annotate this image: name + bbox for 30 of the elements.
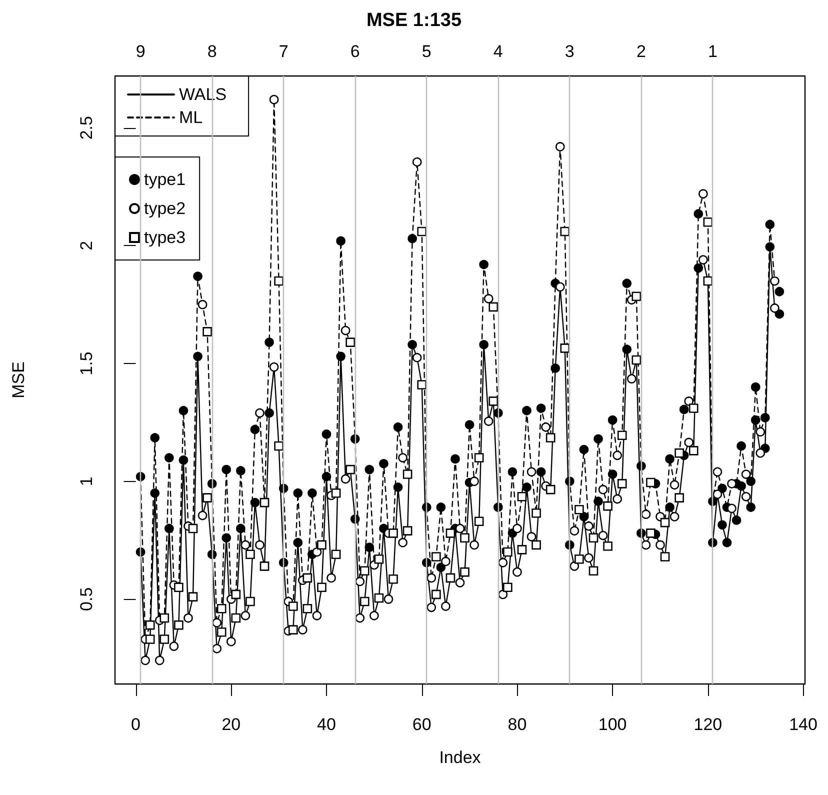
y-tick-label: 2.5 bbox=[77, 116, 96, 140]
text: 9 bbox=[136, 42, 146, 61]
text: 2 bbox=[636, 42, 646, 61]
legend-label: type3 bbox=[144, 228, 186, 247]
x-tick-label: 80 bbox=[508, 715, 527, 734]
legend-label: ML bbox=[179, 108, 203, 127]
legend-label: type2 bbox=[144, 199, 186, 218]
legend-label: WALS bbox=[179, 85, 227, 104]
x-tick-label: 0 bbox=[131, 715, 141, 734]
y-tick-label: 1.5 bbox=[77, 352, 96, 376]
x-tick-label: 20 bbox=[222, 715, 241, 734]
y-tick-label: 2 bbox=[77, 240, 96, 250]
y-tick-label: 1 bbox=[77, 476, 96, 486]
chart-title: MSE 1:135 bbox=[366, 10, 462, 31]
text: 3 bbox=[564, 42, 574, 61]
x-tick-label: 60 bbox=[412, 715, 432, 734]
text: 8 bbox=[207, 42, 217, 61]
text: 5 bbox=[422, 42, 432, 61]
text: 7 bbox=[278, 42, 288, 61]
x-tick-label: 100 bbox=[598, 715, 627, 734]
y-tick-label: 0.5 bbox=[77, 587, 96, 611]
x-tick-label: 40 bbox=[317, 715, 336, 734]
text: 6 bbox=[350, 42, 360, 61]
x-axis-title: Index bbox=[439, 748, 482, 767]
legend-label: type1 bbox=[144, 170, 186, 189]
y-axis-title: MSE bbox=[9, 362, 28, 398]
x-tick-label: 120 bbox=[694, 715, 722, 734]
text: 1 bbox=[708, 42, 718, 61]
x-tick-label: 140 bbox=[789, 715, 818, 734]
text: 4 bbox=[493, 42, 503, 61]
